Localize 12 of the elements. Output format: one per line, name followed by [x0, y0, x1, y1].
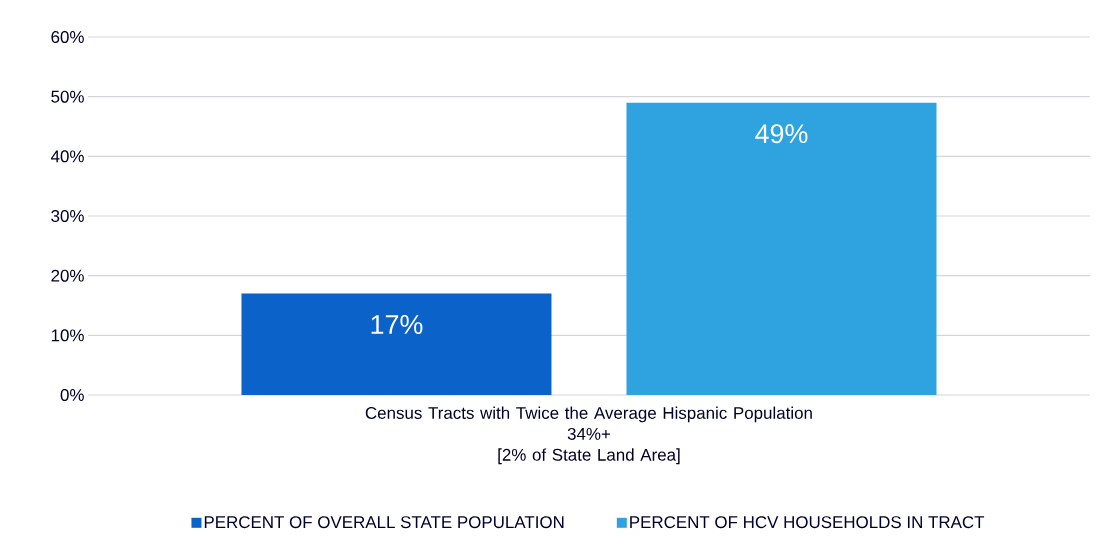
legend-label: PERCENT OF OVERALL STATE POPULATION [204, 516, 564, 529]
y-tick-label: 0% [60, 389, 84, 401]
y-tick-label: 60% [51, 31, 84, 43]
y-tick-label: 20% [51, 269, 84, 282]
y-tick-label: 40% [50, 150, 84, 163]
data-label: 49% [755, 124, 808, 144]
y-tick-label: 30% [51, 210, 84, 222]
legend-label: PERCENT OF HCV HOUSEHOLDS IN TRACT [630, 516, 985, 529]
y-tick-label: 50% [51, 90, 84, 103]
y-tick-label: 10% [51, 329, 84, 342]
x-tick-label: Census Tracts with Twice the Average Hispanic Population 34%+ [2% of State Land Area] [365, 406, 812, 465]
data-label: 17% [371, 315, 423, 334]
